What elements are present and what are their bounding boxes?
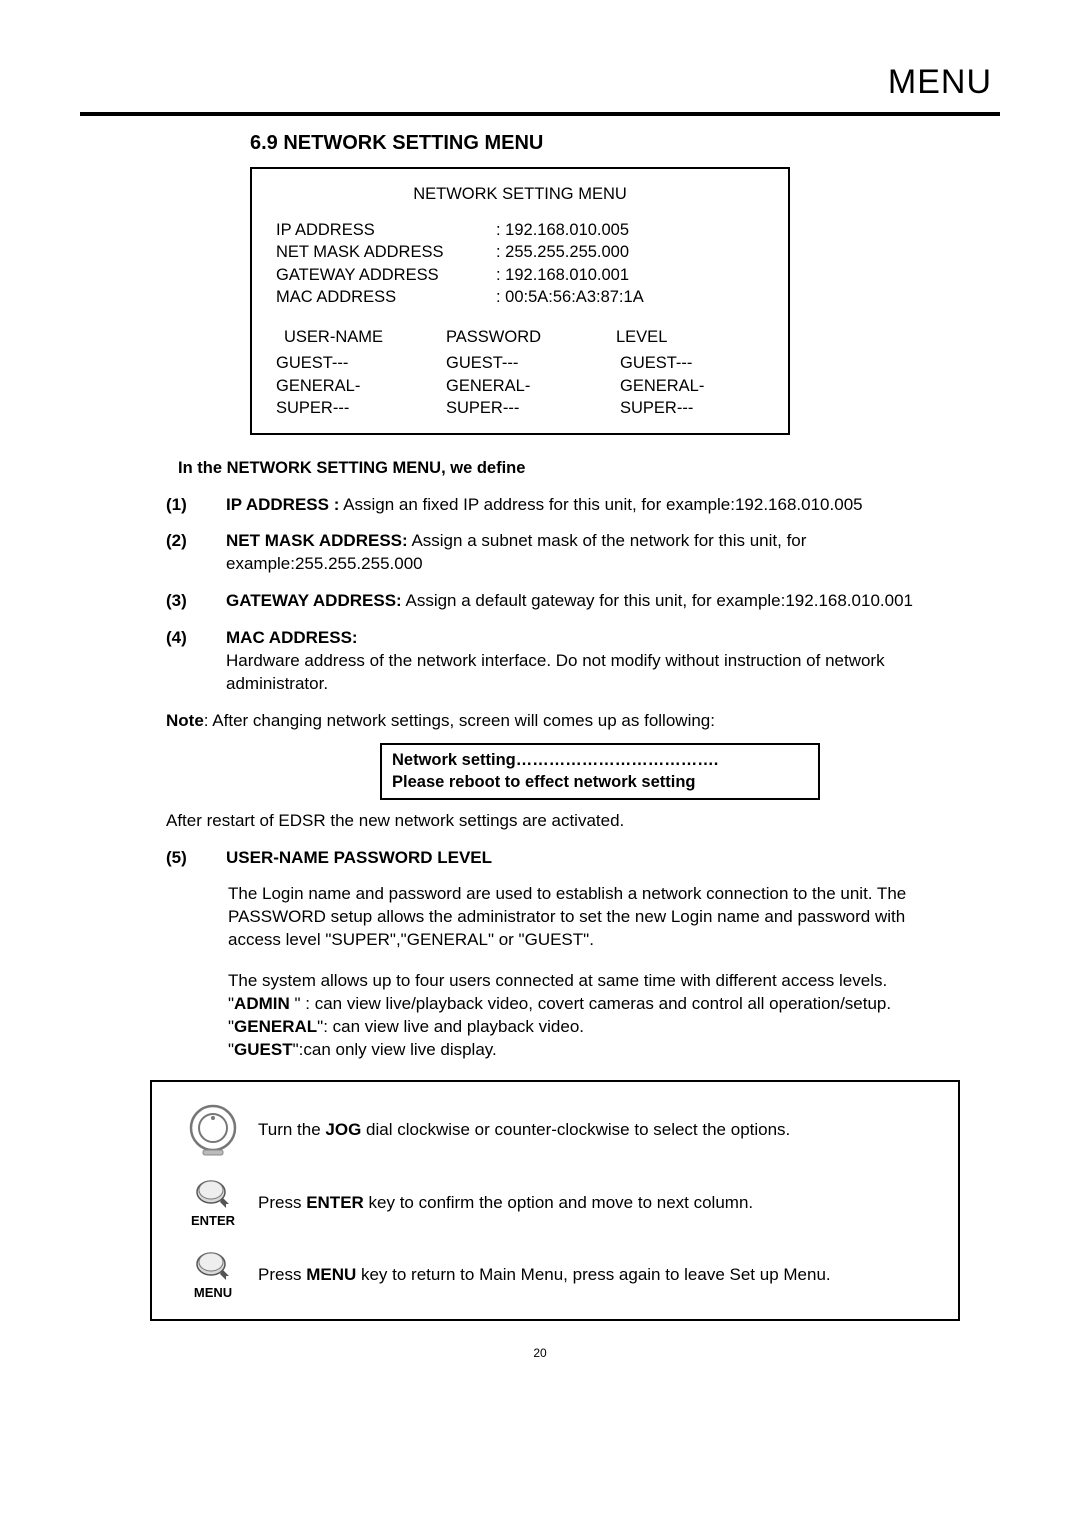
enter-text: Press ENTER key to confirm the option an… [258, 1192, 942, 1215]
enter-button-icon: ENTER [168, 1178, 258, 1230]
definition-1: (1) IP ADDRESS : Assign an fixed IP addr… [166, 494, 1000, 517]
net-value: : 255.255.255.000 [496, 241, 629, 263]
def-body: USER-NAME PASSWORD LEVEL [226, 847, 956, 870]
controls-box: Turn the JOG dial clockwise or counter-c… [150, 1080, 960, 1321]
enter-caption: ENTER [168, 1212, 258, 1230]
t-bold: MENU [306, 1265, 356, 1284]
def-text: Assign an fixed IP address for this unit… [339, 495, 862, 514]
level-admin-rest: " : can view live/playback video, covert… [290, 994, 891, 1013]
def-num: (1) [166, 494, 226, 517]
t: key to confirm the option and move to ne… [364, 1193, 753, 1212]
net-row-gateway: GATEWAY ADDRESS : 192.168.010.001 [276, 264, 764, 286]
reboot-line1: Network setting………………………………. [392, 749, 808, 771]
cell: GUEST--- [276, 352, 446, 374]
note-rest: : After changing network settings, scree… [204, 711, 715, 730]
t-bold: ENTER [306, 1193, 364, 1212]
network-menu-box: NETWORK SETTING MENU IP ADDRESS : 192.16… [250, 167, 790, 435]
section-title: 6.9 NETWORK SETTING MENU [250, 130, 1000, 157]
reboot-line2: Please reboot to effect network setting [392, 771, 808, 793]
note-line: Note: After changing network settings, s… [166, 710, 1000, 733]
net-value: : 00:5A:56:A3:87:1A [496, 286, 644, 308]
page-number: 20 [80, 1345, 1000, 1361]
net-row-mac: MAC ADDRESS : 00:5A:56:A3:87:1A [276, 286, 764, 308]
def-num: (3) [166, 590, 226, 613]
user-row: GENERAL- GENERAL- GENERAL- [276, 375, 764, 397]
cell: GUEST--- [616, 352, 736, 374]
definition-4: (4) MAC ADDRESS: Hardware address of the … [166, 627, 1000, 696]
net-row-ip: IP ADDRESS : 192.168.010.005 [276, 219, 764, 241]
def-label: NET MASK ADDRESS: [226, 531, 408, 550]
jog-dial-icon [168, 1102, 258, 1158]
cell: GENERAL- [616, 375, 736, 397]
control-menu: MENU Press MENU key to return to Main Me… [168, 1250, 942, 1302]
net-value: : 192.168.010.005 [496, 219, 629, 241]
user-row: GUEST--- GUEST--- GUEST--- [276, 352, 764, 374]
t: Press [258, 1265, 306, 1284]
def-body: IP ADDRESS : Assign an fixed IP address … [226, 494, 956, 517]
menu-text: Press MENU key to return to Main Menu, p… [258, 1264, 942, 1287]
user-table-header: USER-NAME PASSWORD LEVEL [276, 326, 764, 348]
jog-text: Turn the JOG dial clockwise or counter-c… [258, 1119, 942, 1142]
t: Turn the [258, 1120, 325, 1139]
page-header: MENU [80, 60, 1000, 106]
def-num: (5) [166, 847, 226, 870]
def-label: USER-NAME PASSWORD LEVEL [226, 848, 492, 867]
definition-3: (3) GATEWAY ADDRESS: Assign a default ga… [166, 590, 1000, 613]
t-bold: JOG [325, 1120, 361, 1139]
after-restart: After restart of EDSR the new network se… [166, 810, 1000, 833]
user-table: USER-NAME PASSWORD LEVEL GUEST--- GUEST-… [276, 326, 764, 419]
header-rule [80, 112, 1000, 116]
def-text: Assign a default gateway for this unit, … [402, 591, 913, 610]
def-label: GATEWAY ADDRESS: [226, 591, 402, 610]
def-body: GATEWAY ADDRESS: Assign a default gatewa… [226, 590, 956, 613]
note-bold: Note [166, 711, 204, 730]
menu-caption: MENU [168, 1284, 258, 1302]
def-num: (2) [166, 530, 226, 576]
level-admin: ADMIN [234, 994, 290, 1013]
net-value: : 192.168.010.001 [496, 264, 629, 286]
col-username: USER-NAME [276, 326, 446, 348]
para-login: The Login name and password are used to … [228, 883, 958, 952]
cell: SUPER--- [446, 397, 616, 419]
control-jog: Turn the JOG dial clockwise or counter-c… [168, 1102, 942, 1158]
definition-2: (2) NET MASK ADDRESS: Assign a subnet ma… [166, 530, 1000, 576]
level-general-rest: ": can view live and playback video. [317, 1017, 584, 1036]
net-label: MAC ADDRESS [276, 286, 496, 308]
net-label: NET MASK ADDRESS [276, 241, 496, 263]
def-text: Hardware address of the network interfac… [226, 651, 885, 693]
net-label: IP ADDRESS [276, 219, 496, 241]
level-guest: GUEST [234, 1040, 293, 1059]
t: dial clockwise or counter-clockwise to s… [361, 1120, 790, 1139]
def-body: MAC ADDRESS: Hardware address of the netw… [226, 627, 956, 696]
control-enter: ENTER Press ENTER key to confirm the opt… [168, 1178, 942, 1230]
col-password: PASSWORD [446, 326, 616, 348]
cell: GENERAL- [276, 375, 446, 397]
para-levels: The system allows up to four users conne… [228, 970, 958, 1062]
def-body: NET MASK ADDRESS: Assign a subnet mask o… [226, 530, 956, 576]
reboot-box: Network setting………………………………. Please rebo… [380, 743, 820, 800]
menu-button-icon: MENU [168, 1250, 258, 1302]
cell: GENERAL- [446, 375, 616, 397]
intro-line: In the NETWORK SETTING MENU, we define [178, 457, 1000, 479]
menu-box-title: NETWORK SETTING MENU [276, 183, 764, 205]
t: Press [258, 1193, 306, 1212]
level-general: GENERAL [234, 1017, 317, 1036]
level-guest-rest: ":can only view live display. [293, 1040, 497, 1059]
user-row: SUPER--- SUPER--- SUPER--- [276, 397, 764, 419]
definition-5: (5) USER-NAME PASSWORD LEVEL [166, 847, 1000, 870]
def-label: IP ADDRESS : [226, 495, 339, 514]
cell: SUPER--- [276, 397, 446, 419]
def-num: (4) [166, 627, 226, 696]
net-row-mask: NET MASK ADDRESS : 255.255.255.000 [276, 241, 764, 263]
col-level: LEVEL [616, 326, 736, 348]
def-label: MAC ADDRESS: [226, 628, 358, 647]
cell: SUPER--- [616, 397, 736, 419]
para-line: The system allows up to four users conne… [228, 971, 887, 990]
cell: GUEST--- [446, 352, 616, 374]
t: key to return to Main Menu, press again … [356, 1265, 830, 1284]
net-label: GATEWAY ADDRESS [276, 264, 496, 286]
